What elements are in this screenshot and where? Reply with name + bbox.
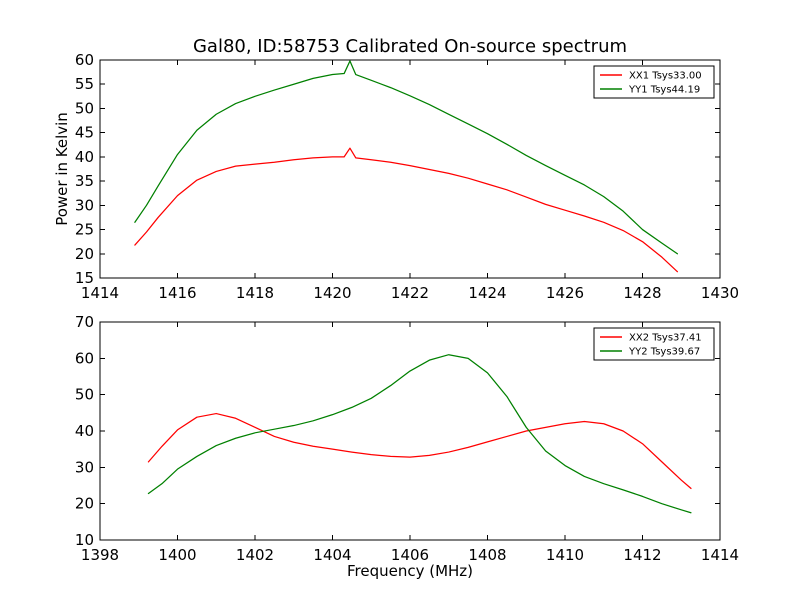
y-tick-label: 70 — [75, 313, 94, 331]
x-tick-label: 1414 — [81, 284, 119, 302]
series-line-2-2 — [147, 354, 692, 514]
y-tick-label: 20 — [75, 245, 94, 263]
y-tick-label: 25 — [75, 221, 94, 239]
x-axis-label: Frequency (MHz) — [347, 562, 473, 580]
x-tick-label: 1416 — [158, 284, 196, 302]
y-tick-label: 30 — [75, 458, 94, 476]
series-line-1-2 — [134, 60, 679, 255]
legend-label: XX1 Tsys33.00 — [629, 71, 702, 82]
y-tick-label: 20 — [75, 495, 94, 513]
x-tick-label: 1426 — [546, 284, 584, 302]
y-tick-label: 45 — [75, 124, 94, 142]
series-line-2-1 — [147, 412, 692, 490]
x-tick-label: 1406 — [391, 546, 429, 564]
x-tick-label: 1424 — [468, 284, 506, 302]
y-tick-label: 60 — [75, 349, 94, 367]
x-tick-label: 1398 — [81, 546, 119, 564]
y-tick-label: 60 — [75, 51, 94, 69]
y-tick-label: 40 — [75, 422, 94, 440]
y-tick-label: 55 — [75, 75, 94, 93]
x-tick-label: 1400 — [158, 546, 196, 564]
legend-label: YY1 Tsys44.19 — [628, 85, 700, 96]
legend-box-2 — [593, 327, 715, 361]
x-tick-label: 1414 — [701, 546, 739, 564]
legend-label: XX2 Tsys37.41 — [629, 333, 702, 344]
y-tick-label: 10 — [75, 531, 94, 549]
legend-label: YY2 Tsys39.67 — [628, 347, 700, 358]
x-tick-label: 1430 — [701, 284, 739, 302]
y-tick-label: 40 — [75, 148, 94, 166]
x-tick-label: 1412 — [623, 546, 661, 564]
legend-box-1 — [593, 65, 715, 99]
chart-title: Gal80, ID:58753 Calibrated On-source spe… — [193, 36, 627, 57]
y-tick-label: 50 — [75, 99, 94, 117]
x-tick-label: 1410 — [546, 546, 584, 564]
y-tick-label: 35 — [75, 172, 94, 190]
x-tick-label: 1402 — [236, 546, 274, 564]
y-axis-label: Power in Kelvin — [53, 112, 71, 226]
x-tick-label: 1404 — [313, 546, 351, 564]
x-tick-label: 1428 — [623, 284, 661, 302]
y-tick-label: 30 — [75, 196, 94, 214]
y-tick-label: 50 — [75, 386, 94, 404]
x-tick-label: 1420 — [313, 284, 351, 302]
series-line-1-1 — [134, 147, 679, 273]
x-tick-label: 1422 — [391, 284, 429, 302]
y-tick-label: 15 — [75, 269, 94, 287]
x-tick-label: 1418 — [236, 284, 274, 302]
x-tick-label: 1408 — [468, 546, 506, 564]
